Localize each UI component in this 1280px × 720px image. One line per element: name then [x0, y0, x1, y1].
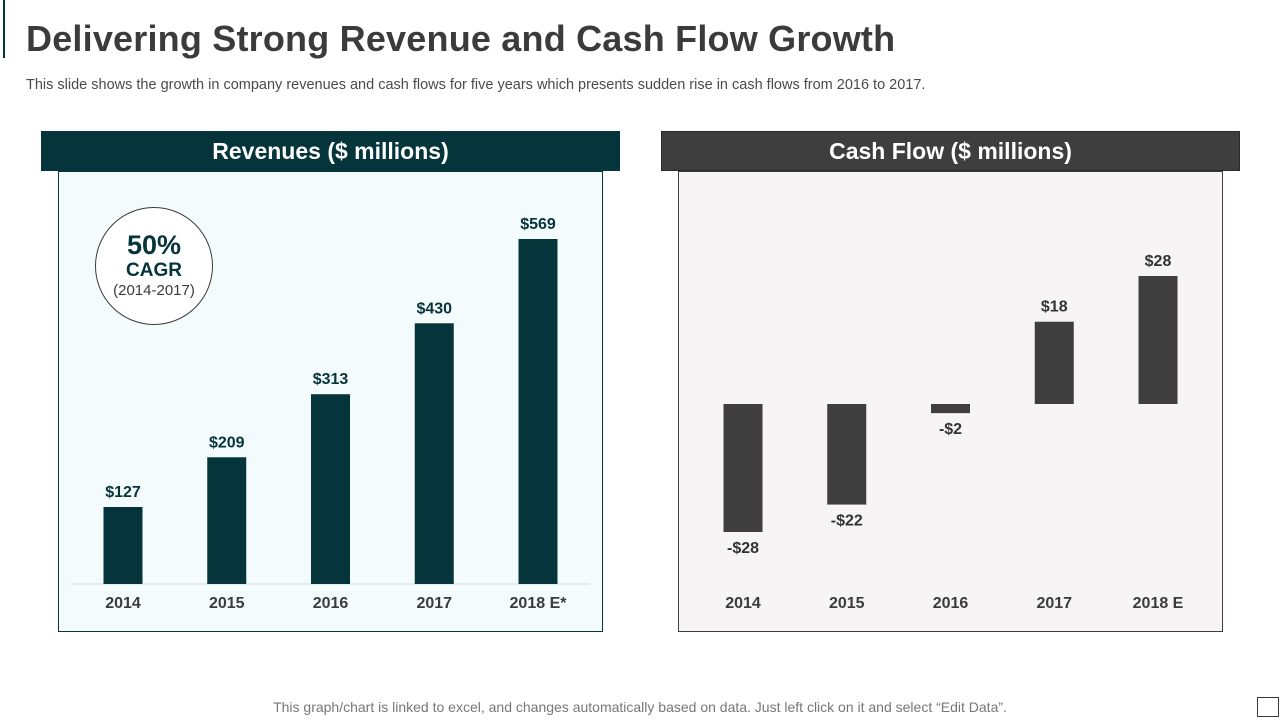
revenue-chart-panel[interactable]: $127 2014 $209 2015 $313 2016 $430 2017 $569 2018… [58, 171, 603, 632]
title-accent-line [3, 0, 5, 58]
bar-2015[interactable] [207, 457, 247, 584]
bar-2017[interactable] [1034, 321, 1074, 404]
x-tick-label: 2016 [933, 595, 969, 612]
x-tick-label: 2017 [416, 595, 452, 612]
data-label: -$22 [831, 513, 863, 530]
x-tick-label: 2015 [829, 595, 865, 612]
data-label: $18 [1041, 299, 1068, 316]
x-tick-label: 2018 E* [510, 595, 568, 612]
bar-2016[interactable] [311, 394, 350, 584]
data-label: $569 [520, 216, 556, 233]
x-tick-label: 2015 [209, 595, 245, 612]
data-label: $127 [105, 484, 141, 501]
data-label: $28 [1145, 253, 1172, 270]
x-tick-label: 2018 E [1133, 595, 1184, 612]
cash-flow-panel-header: Cash Flow ($ millions) [661, 131, 1240, 171]
page-title: Delivering Strong Revenue and Cash Flow … [26, 18, 896, 59]
cagr-value: 50% [126, 230, 182, 260]
cash-flow-chart-panel[interactable]: -$28 2014 -$22 2015 -$2 2016 $18 2017 $28 2018 E [678, 171, 1223, 632]
revenue-panel-header: Revenues ($ millions) [41, 131, 620, 171]
x-tick-label: 2016 [313, 595, 349, 612]
data-label: -$2 [939, 421, 962, 438]
bar-2014[interactable] [723, 404, 763, 532]
bar-2015[interactable] [827, 404, 867, 505]
bar-2017[interactable] [414, 323, 454, 584]
slide-corner-box [1257, 697, 1279, 717]
x-tick-label: 2014 [725, 595, 761, 612]
cash-flow-chart-title: Cash Flow ($ millions) [829, 137, 1072, 164]
x-tick-label: 2017 [1036, 595, 1072, 612]
data-label: $209 [209, 434, 245, 451]
x-tick-label: 2014 [105, 595, 141, 612]
bar-2014[interactable] [103, 506, 143, 584]
bar-2018e[interactable] [518, 239, 558, 584]
cagr-badge: 50% CAGR (2014-2017) [95, 207, 213, 325]
page-subtitle: This slide shows the growth in company r… [26, 77, 926, 93]
revenue-chart-title: Revenues ($ millions) [212, 137, 449, 164]
cagr-range: (2014-2017) [113, 282, 195, 299]
data-label: $430 [416, 300, 452, 317]
footer-note: This graph/chart is linked to excel, and… [273, 699, 1007, 715]
cash-flow-bar-chart[interactable]: -$28 2014 -$22 2015 -$2 2016 $18 2017 $28 2018 E [679, 172, 1224, 633]
cagr-label: CAGR [126, 260, 182, 281]
data-label: -$28 [727, 540, 759, 557]
bar-2016[interactable] [931, 404, 970, 414]
bar-2018e[interactable] [1138, 276, 1178, 404]
data-label: $313 [313, 371, 349, 388]
revenue-bar-chart[interactable]: $127 2014 $209 2015 $313 2016 $430 2017 $569 2018… [59, 172, 604, 633]
